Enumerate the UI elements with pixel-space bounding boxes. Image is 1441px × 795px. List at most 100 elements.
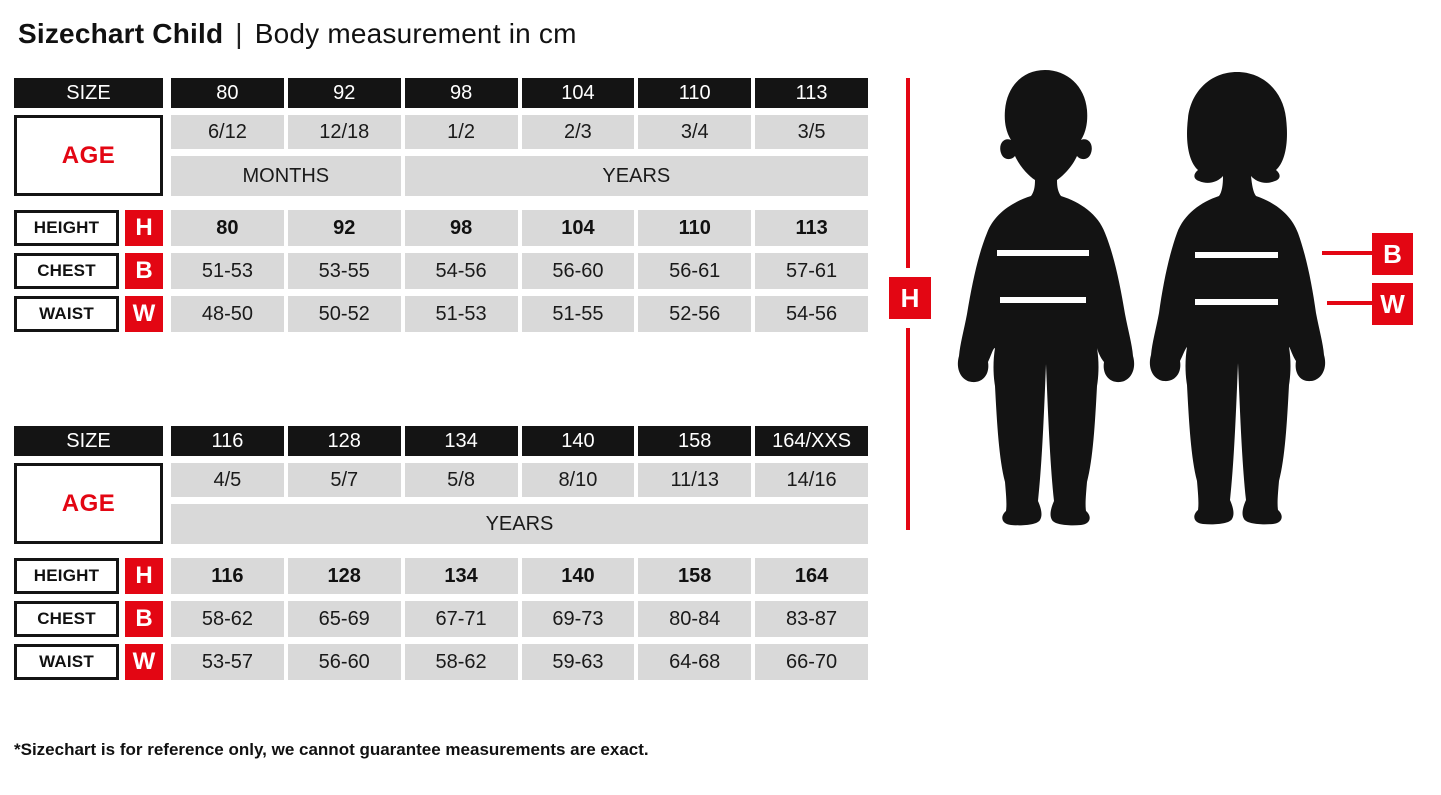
value-cell: 56-61 — [638, 253, 752, 289]
size-cell: 134 — [404, 426, 518, 456]
size-age-grid: SIZE 80 92 98 104 110 113 AGE 6/12 12/18… — [14, 78, 868, 196]
size-cell: 80 — [171, 78, 284, 108]
page-title: Sizechart Child | Body measurement in cm — [18, 18, 577, 50]
value-cell: 54-56 — [755, 296, 868, 332]
age-cell: 3/4 — [638, 115, 752, 149]
age-label-box: AGE — [14, 463, 163, 544]
size-cell: 128 — [287, 426, 401, 456]
value-cell: 66-70 — [755, 644, 868, 680]
waist-badge: W — [125, 644, 163, 680]
value-cell: 110 — [638, 210, 752, 246]
value-cell: 83-87 — [755, 601, 868, 637]
value-cell: 67-71 — [404, 601, 518, 637]
age-cell: 8/10 — [521, 463, 635, 497]
age-cell: 6/12 — [171, 115, 284, 149]
value-cell: 140 — [521, 558, 635, 594]
unit-cell-years: YEARS — [171, 504, 868, 544]
age-cell: 5/7 — [287, 463, 401, 497]
height-measure-line-bottom — [906, 328, 910, 530]
unit-cell-months: MONTHS — [171, 156, 401, 196]
value-cell: 59-63 — [521, 644, 635, 680]
age-cell: 4/5 — [171, 463, 284, 497]
boy-silhouette — [957, 70, 1135, 526]
age-cell: 5/8 — [404, 463, 518, 497]
age-cell: 12/18 — [287, 115, 401, 149]
value-cell: 54-56 — [404, 253, 518, 289]
measurement-grid: HEIGHT H 116 128 134 140 158 164 CHEST B… — [14, 558, 868, 680]
value-cell: 98 — [404, 210, 518, 246]
height-label: HEIGHT — [14, 210, 119, 246]
value-cell: 53-55 — [287, 253, 401, 289]
footnote: *Sizechart is for reference only, we can… — [14, 740, 649, 759]
age-cell: 3/5 — [755, 115, 868, 149]
value-cell: 51-55 — [521, 296, 635, 332]
size-cell: 164/XXS — [755, 426, 868, 456]
value-cell: 48-50 — [171, 296, 284, 332]
chest-row-label: CHEST B — [14, 601, 163, 637]
waist-label: WAIST — [14, 644, 119, 680]
age-cell: 14/16 — [755, 463, 868, 497]
sizechart-table-large: SIZE 116 128 134 140 158 164/XXS AGE 4/5… — [14, 426, 868, 680]
size-cell: 110 — [638, 78, 752, 108]
age-label-box: AGE — [14, 115, 163, 196]
size-header: SIZE — [14, 426, 163, 456]
value-cell: 53-57 — [171, 644, 284, 680]
value-cell: 158 — [638, 558, 752, 594]
chest-label: CHEST — [14, 601, 119, 637]
height-marker-badge: H — [889, 277, 931, 319]
girl-waist-line — [1195, 299, 1278, 305]
value-cell: 128 — [287, 558, 401, 594]
size-header: SIZE — [14, 78, 163, 108]
value-cell: 51-53 — [404, 296, 518, 332]
chest-marker-badge: B — [1372, 233, 1413, 275]
height-badge: H — [125, 558, 163, 594]
value-cell: 113 — [755, 210, 868, 246]
height-row-label: HEIGHT H — [14, 558, 163, 594]
size-cell: 92 — [287, 78, 401, 108]
waist-row-label: WAIST W — [14, 296, 163, 332]
sizechart-table-small: SIZE 80 92 98 104 110 113 AGE 6/12 12/18… — [14, 78, 868, 332]
size-cell: 113 — [755, 78, 868, 108]
value-cell: 134 — [404, 558, 518, 594]
size-cell: 98 — [404, 78, 518, 108]
value-cell: 50-52 — [287, 296, 401, 332]
value-cell: 52-56 — [638, 296, 752, 332]
measurement-grid: HEIGHT H 80 92 98 104 110 113 CHEST B 51… — [14, 210, 868, 332]
title-bold: Sizechart Child — [18, 18, 224, 49]
value-cell: 58-62 — [404, 644, 518, 680]
girl-silhouette — [1149, 72, 1326, 525]
age-cell: 11/13 — [638, 463, 752, 497]
size-cell: 158 — [638, 426, 752, 456]
value-cell: 56-60 — [521, 253, 635, 289]
value-cell: 57-61 — [755, 253, 868, 289]
title-subtitle: Body measurement in cm — [254, 18, 577, 49]
chest-badge: B — [125, 601, 163, 637]
value-cell: 116 — [171, 558, 284, 594]
value-cell: 58-62 — [171, 601, 284, 637]
girl-chest-line — [1195, 252, 1278, 258]
boy-waist-line — [1000, 297, 1086, 303]
waist-marker-badge: W — [1372, 283, 1413, 325]
value-cell: 80-84 — [638, 601, 752, 637]
waist-label: WAIST — [14, 296, 119, 332]
value-cell: 65-69 — [287, 601, 401, 637]
value-cell: 92 — [287, 210, 401, 246]
unit-cell-years: YEARS — [404, 156, 868, 196]
height-row-label: HEIGHT H — [14, 210, 163, 246]
value-cell: 51-53 — [171, 253, 284, 289]
chest-row-label: CHEST B — [14, 253, 163, 289]
value-cell: 56-60 — [287, 644, 401, 680]
age-cell: 1/2 — [404, 115, 518, 149]
waist-row-label: WAIST W — [14, 644, 163, 680]
age-cell: 2/3 — [521, 115, 635, 149]
waist-badge: W — [125, 296, 163, 332]
chest-measure-line — [1322, 251, 1372, 255]
chest-label: CHEST — [14, 253, 119, 289]
size-cell: 116 — [171, 426, 284, 456]
height-label: HEIGHT — [14, 558, 119, 594]
value-cell: 69-73 — [521, 601, 635, 637]
value-cell: 80 — [171, 210, 284, 246]
waist-measure-line — [1327, 301, 1373, 305]
chest-badge: B — [125, 253, 163, 289]
title-separator: | — [235, 18, 243, 49]
